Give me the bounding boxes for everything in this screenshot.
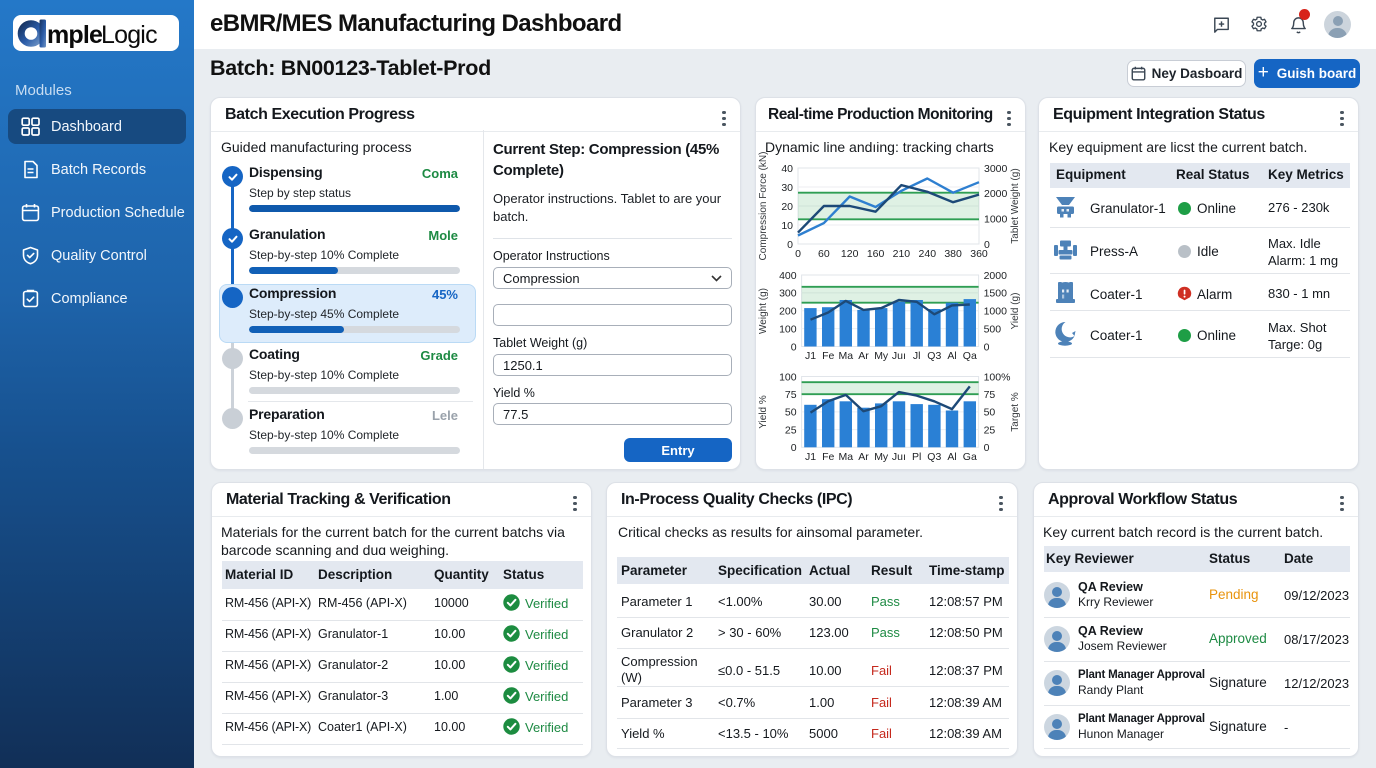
- svg-text:2000: 2000: [984, 188, 1008, 200]
- svg-text:360: 360: [970, 248, 988, 260]
- svg-text:Qa: Qa: [963, 350, 977, 362]
- svg-text:160: 160: [867, 248, 885, 260]
- svg-text:60: 60: [818, 248, 830, 260]
- svg-text:100: 100: [779, 323, 797, 335]
- svg-text:40: 40: [781, 163, 793, 175]
- svg-text:Weight (g): Weight (g): [758, 288, 769, 334]
- svg-text:100: 100: [779, 371, 797, 383]
- svg-text:My: My: [874, 350, 889, 362]
- svg-text:50: 50: [984, 407, 996, 419]
- svg-text:10: 10: [781, 220, 793, 232]
- svg-text:380: 380: [944, 248, 962, 260]
- svg-text:20: 20: [781, 201, 793, 213]
- svg-text:Juı: Juı: [892, 451, 906, 463]
- svg-text:0: 0: [984, 442, 990, 454]
- svg-text:0: 0: [984, 239, 990, 251]
- svg-text:120: 120: [841, 248, 859, 260]
- svg-text:Fe: Fe: [822, 451, 834, 463]
- svg-text:0: 0: [984, 341, 990, 353]
- svg-text:Yield %: Yield %: [758, 395, 769, 429]
- svg-text:25: 25: [984, 424, 996, 436]
- svg-text:Al: Al: [947, 451, 956, 463]
- svg-text:25: 25: [785, 424, 797, 436]
- svg-text:Compression Force (kN): Compression Force (kN): [758, 152, 769, 261]
- svg-text:Pl: Pl: [912, 451, 921, 463]
- svg-text:30: 30: [781, 182, 793, 194]
- svg-text:1000: 1000: [984, 306, 1008, 318]
- svg-text:300: 300: [779, 288, 797, 300]
- svg-text:75: 75: [785, 389, 797, 401]
- svg-text:Tablet Weight (g): Tablet Weight (g): [1010, 168, 1021, 243]
- svg-text:Ar: Ar: [858, 350, 869, 362]
- svg-text:Ma: Ma: [839, 451, 854, 463]
- svg-text:J1: J1: [805, 451, 816, 463]
- svg-text:2000: 2000: [984, 270, 1008, 282]
- svg-text:50: 50: [785, 407, 797, 419]
- svg-text:0: 0: [787, 239, 793, 251]
- svg-text:3000: 3000: [984, 163, 1008, 175]
- svg-text:1000: 1000: [984, 214, 1008, 226]
- svg-text:Yield (g): Yield (g): [1010, 293, 1021, 330]
- svg-text:Al: Al: [947, 350, 956, 362]
- svg-text:Logic: Logic: [101, 21, 157, 49]
- svg-text:0: 0: [791, 341, 797, 353]
- svg-text:Juı: Juı: [892, 350, 906, 362]
- svg-text:Jl: Jl: [913, 350, 921, 362]
- svg-text:J1: J1: [805, 350, 816, 362]
- svg-text:My: My: [874, 451, 889, 463]
- svg-text:240: 240: [919, 248, 937, 260]
- svg-text:Q3: Q3: [927, 451, 941, 463]
- svg-text:mple: mple: [47, 21, 103, 49]
- svg-text:0: 0: [791, 442, 797, 454]
- svg-text:100%: 100%: [984, 371, 1011, 383]
- svg-text:500: 500: [984, 323, 1002, 335]
- svg-text:210: 210: [893, 248, 911, 260]
- svg-text:400: 400: [779, 270, 797, 282]
- svg-text:Fe: Fe: [822, 350, 834, 362]
- svg-text:Target %: Target %: [1010, 392, 1021, 432]
- svg-text:Ma: Ma: [839, 350, 854, 362]
- svg-text:Ar: Ar: [858, 451, 869, 463]
- svg-text:Ga: Ga: [963, 451, 977, 463]
- svg-text:75: 75: [984, 389, 996, 401]
- svg-text:200: 200: [779, 306, 797, 318]
- svg-text:1500: 1500: [984, 288, 1008, 300]
- svg-text:Q3: Q3: [927, 350, 941, 362]
- svg-text:0: 0: [795, 248, 801, 260]
